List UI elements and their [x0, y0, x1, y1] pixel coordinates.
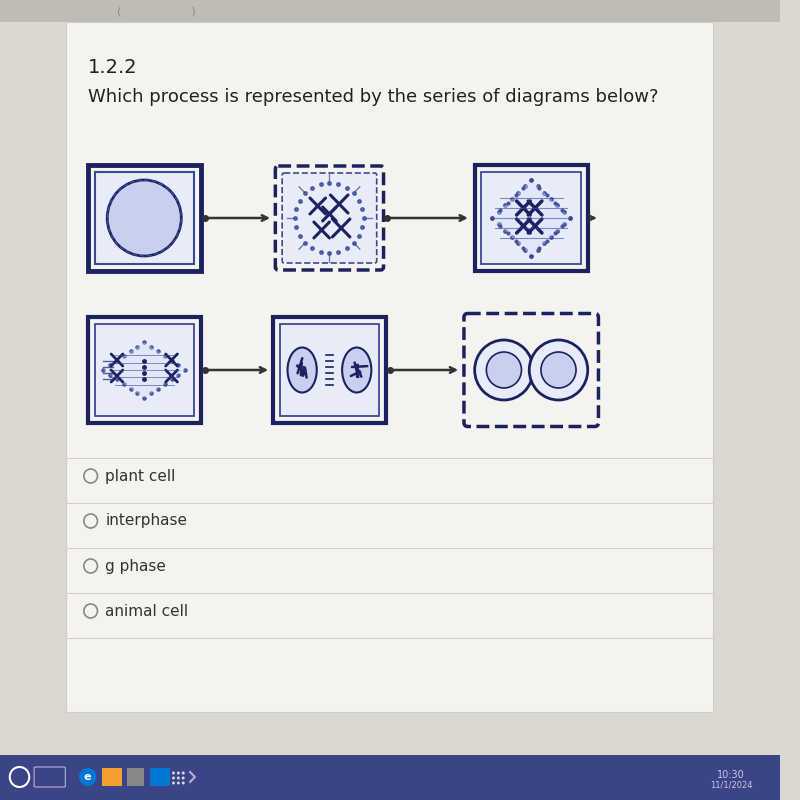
FancyBboxPatch shape [102, 768, 122, 786]
Text: 1.2.2: 1.2.2 [88, 58, 138, 77]
Circle shape [177, 771, 180, 774]
Text: animal cell: animal cell [106, 603, 188, 618]
Text: 10:30: 10:30 [717, 770, 745, 780]
Polygon shape [103, 342, 185, 398]
Circle shape [177, 777, 180, 779]
Circle shape [530, 340, 588, 400]
FancyBboxPatch shape [126, 768, 144, 786]
Ellipse shape [342, 347, 371, 393]
Circle shape [79, 768, 97, 786]
Circle shape [474, 340, 533, 400]
Circle shape [177, 782, 180, 785]
Circle shape [182, 777, 185, 779]
Text: (                    ): ( ) [117, 6, 196, 16]
Text: 11/1/2024: 11/1/2024 [710, 781, 752, 790]
FancyBboxPatch shape [66, 22, 714, 712]
Text: g phase: g phase [106, 558, 166, 574]
Circle shape [172, 782, 175, 785]
Circle shape [541, 352, 576, 388]
Circle shape [182, 771, 185, 774]
FancyBboxPatch shape [482, 172, 581, 264]
Circle shape [172, 771, 175, 774]
FancyBboxPatch shape [0, 755, 780, 800]
Text: interphase: interphase [106, 514, 187, 529]
Ellipse shape [287, 347, 317, 393]
FancyBboxPatch shape [0, 0, 780, 22]
Circle shape [172, 777, 175, 779]
FancyBboxPatch shape [282, 173, 377, 263]
FancyBboxPatch shape [150, 768, 170, 786]
FancyBboxPatch shape [280, 324, 379, 416]
Circle shape [107, 180, 182, 256]
Text: e: e [84, 772, 91, 782]
Text: plant cell: plant cell [106, 469, 176, 483]
FancyBboxPatch shape [94, 324, 194, 416]
Circle shape [486, 352, 522, 388]
FancyBboxPatch shape [94, 172, 194, 264]
Polygon shape [492, 180, 570, 256]
Text: Which process is represented by the series of diagrams below?: Which process is represented by the seri… [88, 88, 658, 106]
Circle shape [182, 782, 185, 785]
